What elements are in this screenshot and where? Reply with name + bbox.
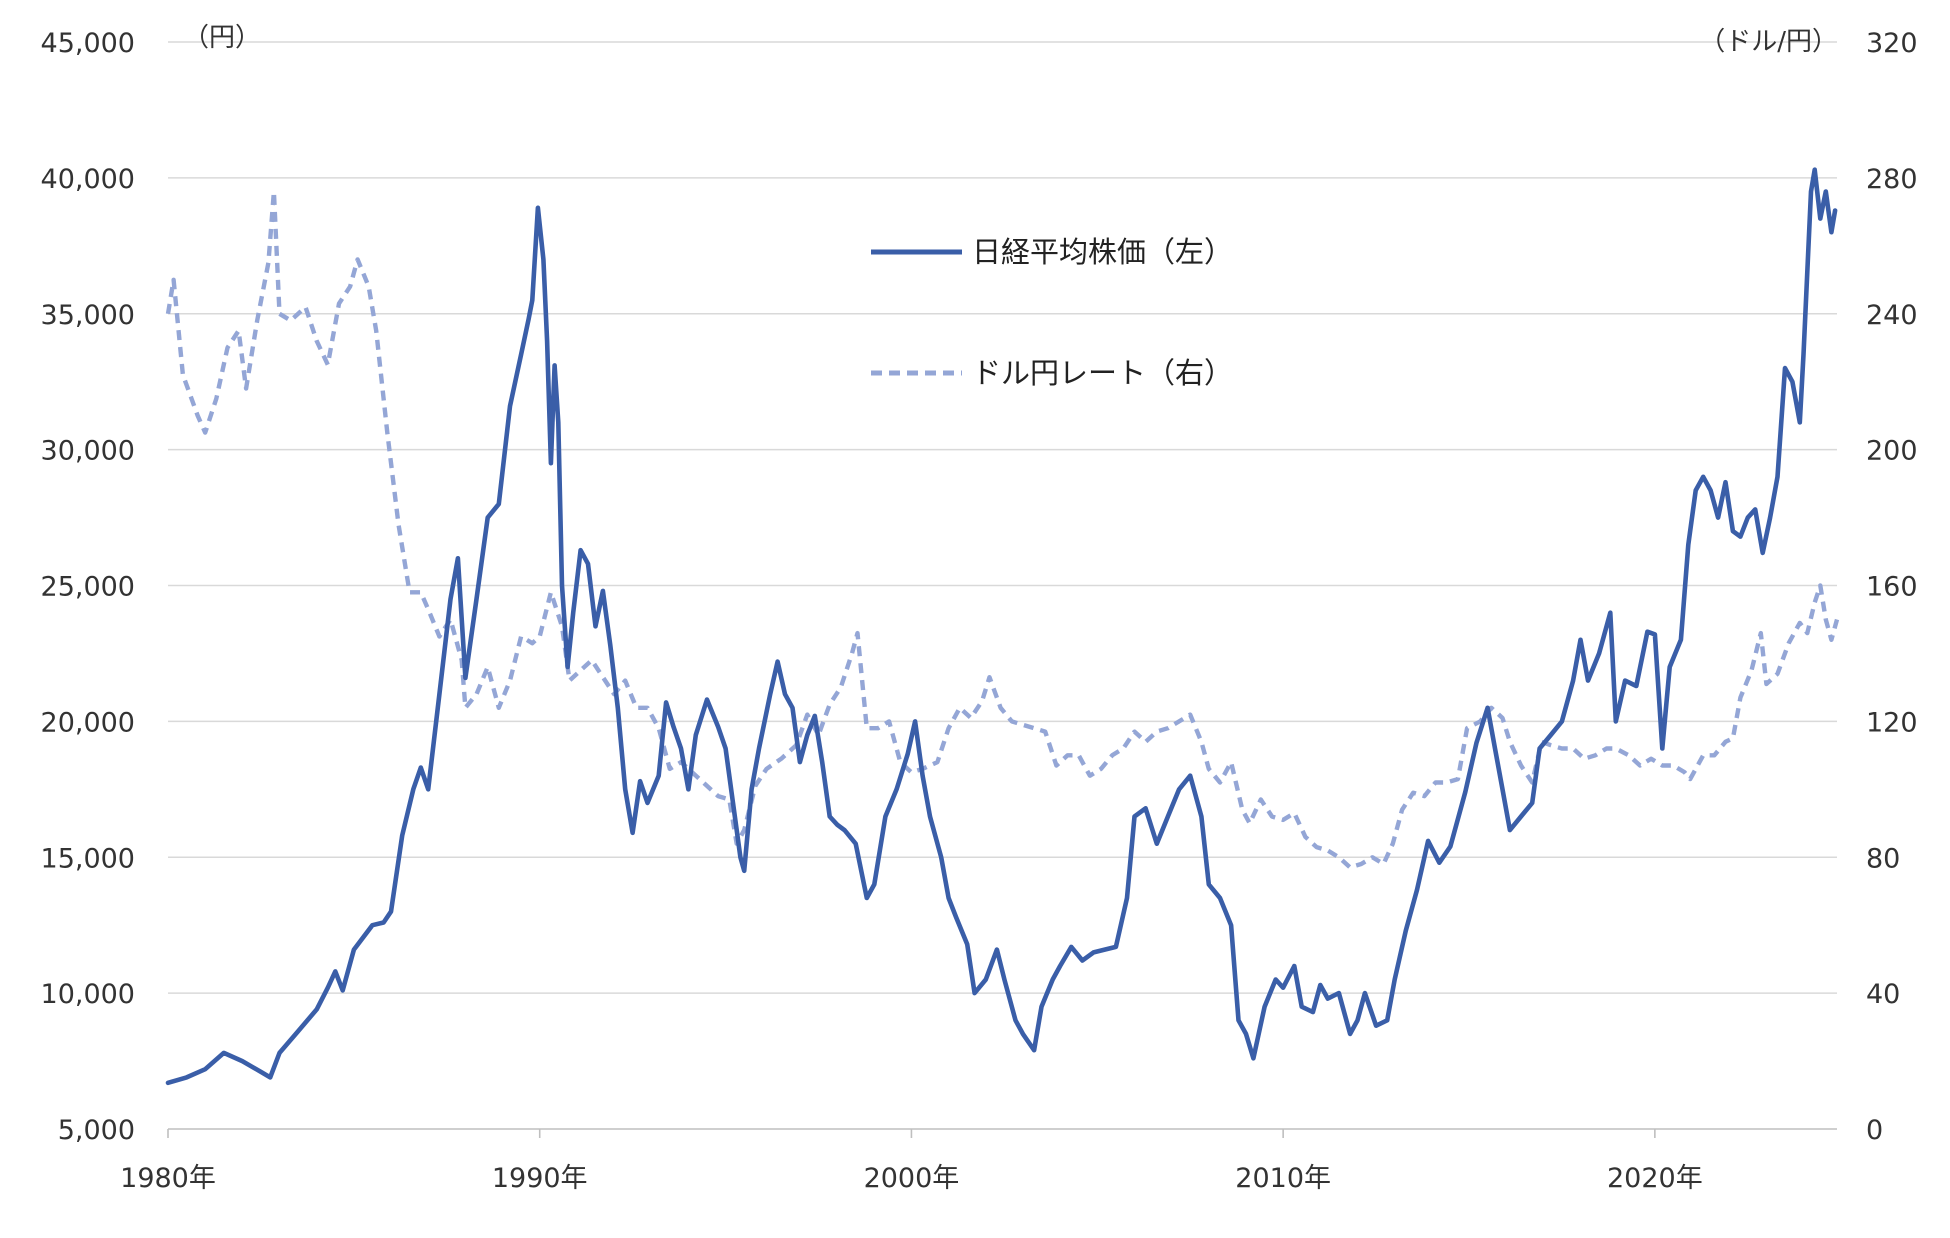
usdjpy-line bbox=[165, 189, 1840, 870]
right-tick-label: 160 bbox=[1866, 572, 1918, 603]
left-tick-label: 20,000 bbox=[41, 707, 135, 738]
right-tick-label: 320 bbox=[1866, 28, 1918, 59]
left-tick-label: 45,000 bbox=[41, 28, 135, 59]
left-tick-label: 10,000 bbox=[41, 979, 135, 1010]
right-axis-unit: （ドル/円） bbox=[1699, 27, 1838, 57]
grid-lines bbox=[168, 41, 1837, 994]
right-axis-ticks: 0 40 80 120 160 200 240 280 320 bbox=[1866, 28, 1918, 1146]
x-tick-label: 2020年 bbox=[1607, 1163, 1703, 1194]
left-axis-unit: （円） bbox=[183, 23, 261, 53]
x-tick-label: 1990年 bbox=[492, 1163, 588, 1194]
right-tick-label: 200 bbox=[1866, 436, 1918, 467]
series-lines bbox=[165, 167, 1840, 1086]
x-tick-label: 1980年 bbox=[120, 1163, 216, 1194]
right-tick-label: 80 bbox=[1866, 843, 1900, 874]
left-tick-label: 5,000 bbox=[58, 1115, 135, 1146]
right-tick-label: 40 bbox=[1866, 979, 1900, 1010]
left-tick-label: 35,000 bbox=[41, 300, 135, 331]
legend-label-usdjpy: ドル円レート（右） bbox=[972, 356, 1233, 390]
legend: 日経平均株価（左） ドル円レート（右） bbox=[871, 235, 1233, 390]
left-tick-label: 25,000 bbox=[41, 572, 135, 603]
left-axis-ticks: 5,000 10,000 15,000 20,000 25,000 30,000 35,00… bbox=[41, 28, 135, 1146]
nikkei-line bbox=[165, 167, 1838, 1086]
axes bbox=[167, 1128, 1837, 1138]
legend-label-nikkei: 日経平均株価（左） bbox=[972, 235, 1233, 269]
x-tick-label: 2010年 bbox=[1235, 1163, 1331, 1194]
x-tick-label: 2000年 bbox=[864, 1163, 960, 1194]
left-tick-label: 15,000 bbox=[41, 843, 135, 874]
left-tick-label: 30,000 bbox=[41, 436, 135, 467]
right-tick-label: 0 bbox=[1866, 1115, 1883, 1146]
right-tick-label: 120 bbox=[1866, 707, 1918, 738]
right-tick-label: 240 bbox=[1866, 300, 1918, 331]
right-tick-label: 280 bbox=[1866, 164, 1918, 195]
x-axis-ticks: 1980年 1990年 2000年 2010年 2020年 bbox=[120, 1163, 1703, 1194]
left-tick-label: 40,000 bbox=[41, 164, 135, 195]
